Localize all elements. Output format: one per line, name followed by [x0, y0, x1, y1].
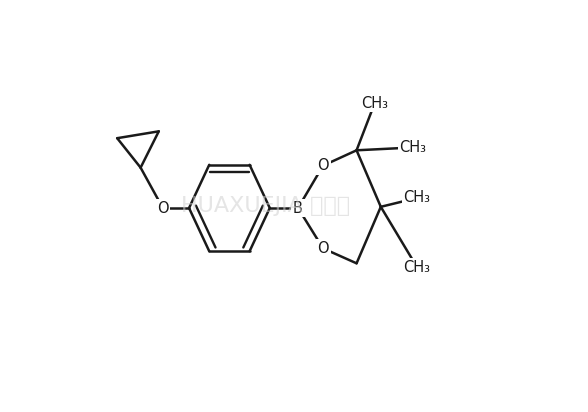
Text: CH₃: CH₃: [361, 96, 388, 110]
Text: O: O: [318, 158, 329, 173]
Text: CH₃: CH₃: [403, 190, 430, 206]
Text: CH₃: CH₃: [400, 140, 426, 155]
Text: O: O: [318, 241, 329, 256]
Text: B: B: [293, 201, 303, 215]
Text: HUAXUEJIA 化学加: HUAXUEJIA 化学加: [181, 196, 350, 216]
Text: O: O: [157, 201, 169, 215]
Text: CH₃: CH₃: [403, 260, 430, 275]
